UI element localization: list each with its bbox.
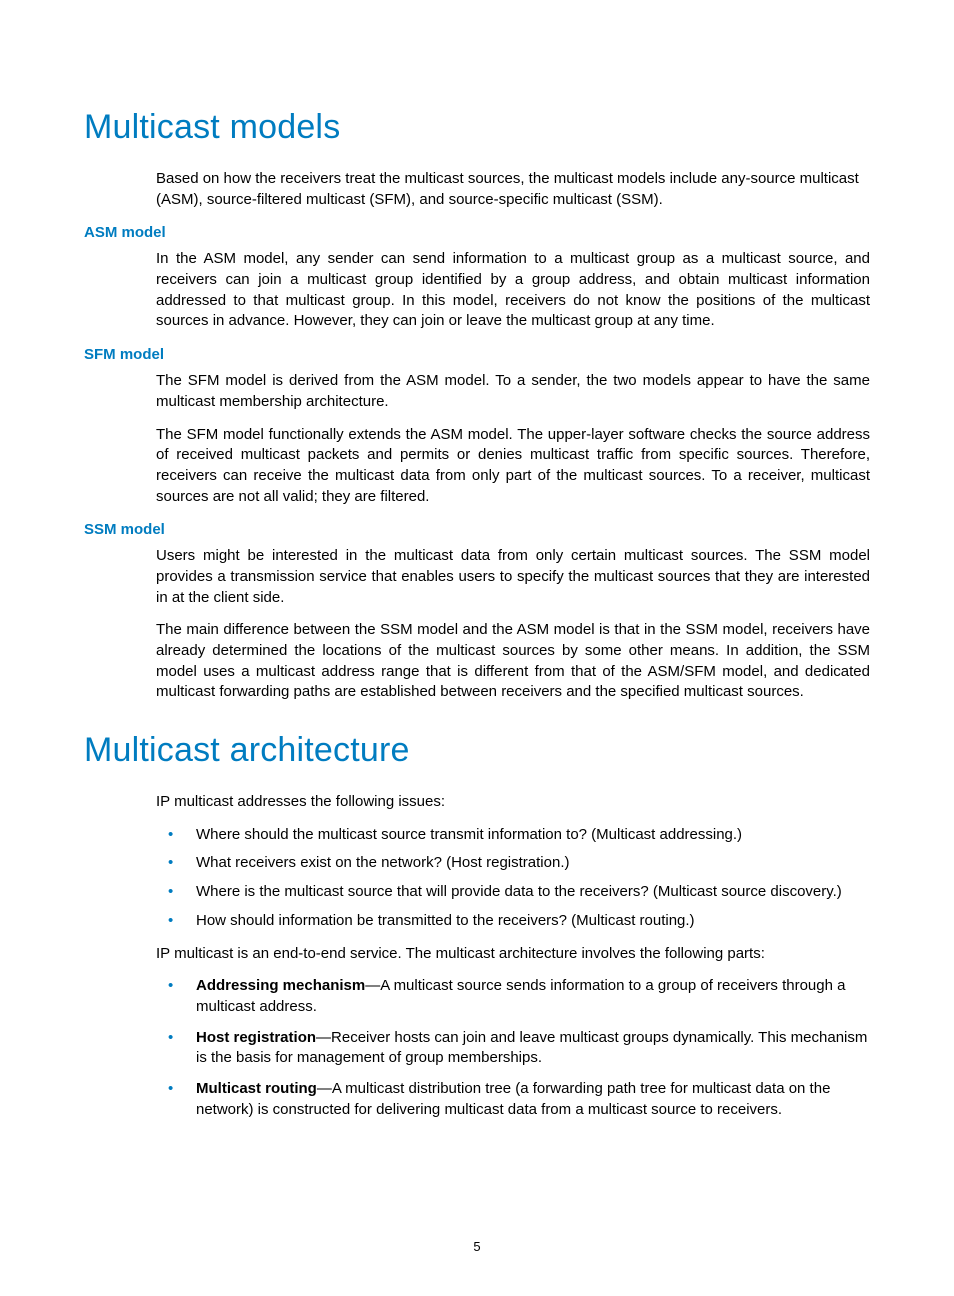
term: Host registration [196, 1029, 316, 1046]
architecture-block: IP multicast addresses the following iss… [156, 792, 870, 1120]
heading-asm-model: ASM model [84, 224, 870, 241]
parts-intro: IP multicast is an end-to-end service. T… [156, 944, 870, 965]
list-item: Where is the multicast source that will … [156, 882, 870, 903]
asm-p1: In the ASM model, any sender can send in… [156, 249, 870, 332]
list-item: What receivers exist on the network? (Ho… [156, 853, 870, 874]
ssm-p1: Users might be interested in the multica… [156, 546, 870, 608]
models-intro-block: Based on how the receivers treat the mul… [156, 169, 870, 210]
ssm-block: Users might be interested in the multica… [156, 546, 870, 703]
list-item: Multicast routing—A multicast distributi… [156, 1079, 870, 1120]
page-number: 5 [0, 1239, 954, 1254]
list-item: How should information be transmitted to… [156, 911, 870, 932]
heading-multicast-models: Multicast models [84, 108, 870, 147]
architecture-intro: IP multicast addresses the following iss… [156, 792, 870, 813]
list-item: Host registration—Receiver hosts can joi… [156, 1028, 870, 1069]
sfm-p2: The SFM model functionally extends the A… [156, 425, 870, 508]
models-intro-text: Based on how the receivers treat the mul… [156, 169, 870, 210]
list-item: Addressing mechanism—A multicast source … [156, 976, 870, 1017]
heading-multicast-architecture: Multicast architecture [84, 731, 870, 770]
page: Multicast models Based on how the receiv… [0, 0, 954, 1296]
list-item: Where should the multicast source transm… [156, 825, 870, 846]
heading-sfm-model: SFM model [84, 346, 870, 363]
ssm-p2: The main difference between the SSM mode… [156, 620, 870, 703]
issues-list: Where should the multicast source transm… [156, 825, 870, 932]
heading-ssm-model: SSM model [84, 521, 870, 538]
parts-list: Addressing mechanism—A multicast source … [156, 976, 870, 1120]
term: Multicast routing [196, 1080, 317, 1097]
sfm-block: The SFM model is derived from the ASM mo… [156, 371, 870, 507]
term: Addressing mechanism [196, 977, 365, 994]
asm-block: In the ASM model, any sender can send in… [156, 249, 870, 332]
sfm-p1: The SFM model is derived from the ASM mo… [156, 371, 870, 412]
